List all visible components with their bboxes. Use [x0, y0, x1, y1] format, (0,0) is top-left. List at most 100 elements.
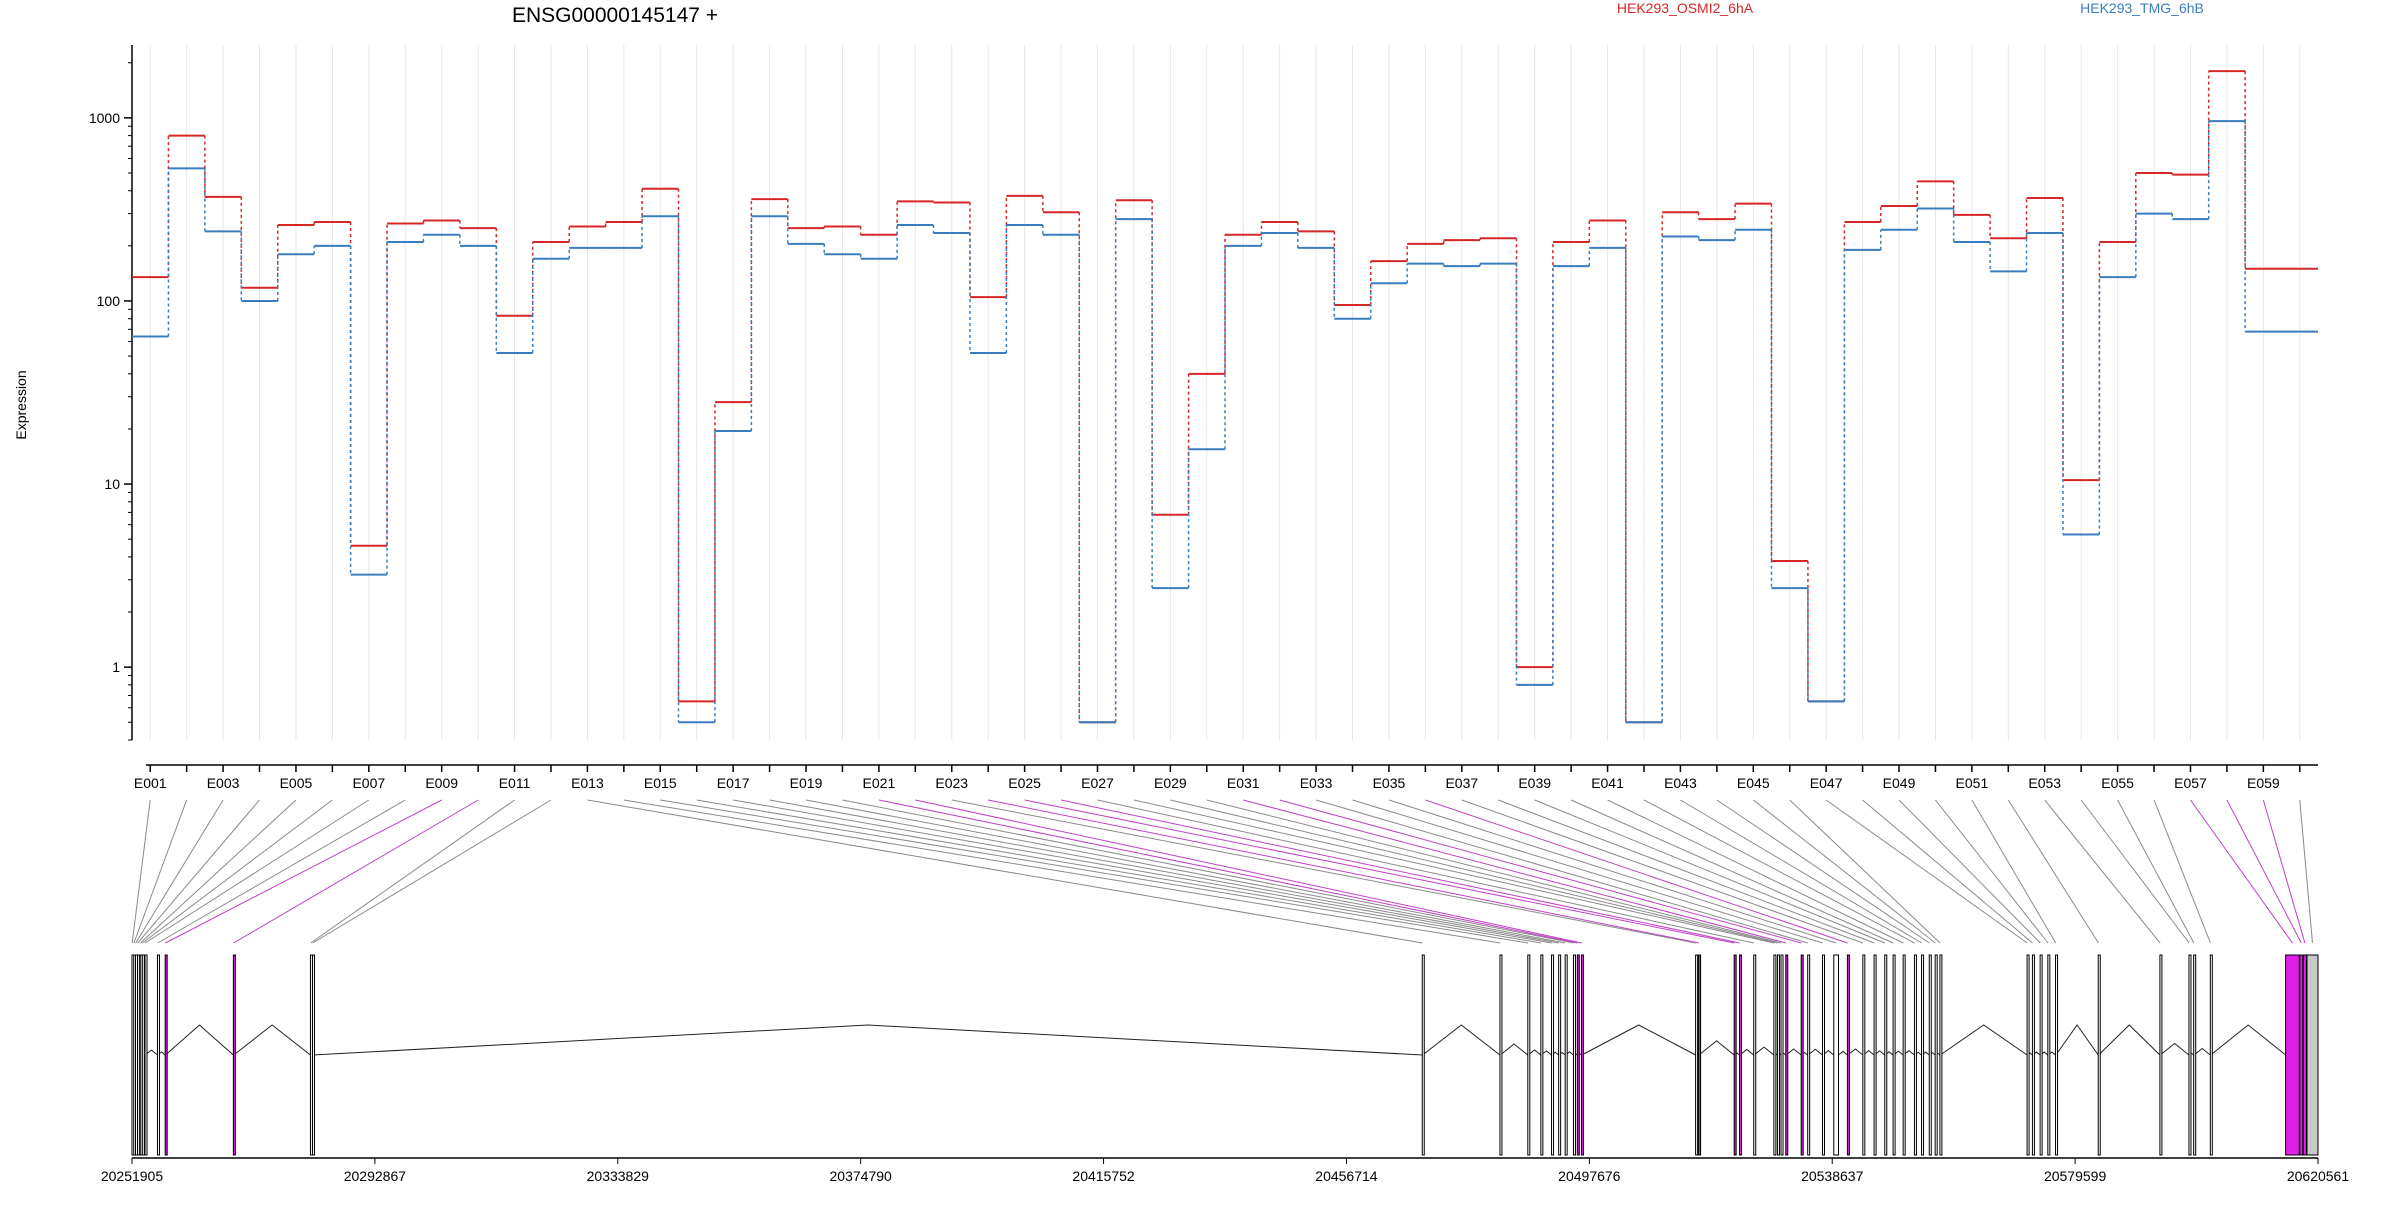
genomic-tick-label: 20251905	[101, 1168, 164, 1184]
exon-connector	[951, 799, 1696, 944]
exon-connector	[2262, 799, 2306, 944]
exon-connector	[165, 799, 442, 944]
intron	[233, 1024, 311, 1056]
x-axis: E001 E003 E005 E007 E009 E011 E013 E015 E017 E019…	[134, 764, 2318, 791]
intron	[2055, 1024, 2099, 1056]
exon-connector	[769, 799, 1559, 944]
exon-connector	[1352, 799, 1823, 944]
exon-block	[1807, 954, 1811, 1156]
exon-connector	[2007, 799, 2099, 944]
exon-block	[2188, 954, 2192, 1156]
exon-block	[1576, 954, 1580, 1156]
exon-block	[1421, 954, 1425, 1156]
exon-block	[1928, 954, 1932, 1156]
intron	[2098, 1024, 2161, 1056]
exon-connector	[131, 799, 151, 944]
exon-block	[1846, 954, 1850, 1156]
exon-block	[2209, 954, 2213, 1156]
x-tick-label: E013	[571, 775, 604, 791]
x-tick-label: E029	[1154, 775, 1187, 791]
exon-block	[141, 954, 145, 1156]
exon-connector	[2226, 799, 2302, 944]
exon-block	[312, 954, 316, 1156]
exon-connector	[137, 799, 260, 944]
exon-block	[2302, 954, 2307, 1156]
x-tick-label: E025	[1008, 775, 1041, 791]
x-tick-label: E049	[1883, 775, 1916, 791]
y-tick-label: 100	[97, 293, 121, 309]
exon-connector	[915, 799, 1582, 944]
x-tick-label: E047	[1810, 775, 1843, 791]
exon-connector	[1570, 799, 1894, 944]
exon-connector	[1935, 799, 2049, 944]
exon-block	[1822, 954, 1826, 1156]
exon-connectors	[131, 799, 2313, 944]
y-axis: 1 10 100 1000	[89, 45, 133, 741]
exon-connector	[1170, 799, 1778, 944]
exon-block	[1913, 954, 1917, 1156]
exon-connector	[2117, 799, 2195, 944]
intron	[1847, 1048, 1864, 1056]
exon-connector	[988, 799, 1699, 944]
x-tick-label: E011	[499, 775, 531, 791]
x-tick-label: E053	[2028, 775, 2061, 791]
exon-connector	[2153, 799, 2211, 944]
x-tick-label: E045	[1737, 775, 1770, 791]
y-tick-label: 1000	[89, 110, 120, 126]
intron	[2193, 1047, 2211, 1056]
exon-connector	[1534, 799, 1886, 944]
exon-block	[1892, 954, 1896, 1156]
exon-connector	[1680, 799, 1922, 944]
exon-connector	[1097, 799, 1755, 944]
x-tick-label: E057	[2174, 775, 2207, 791]
exon-connector	[1024, 799, 1735, 944]
exon-block	[1773, 954, 1777, 1156]
exon-connector	[660, 799, 1529, 944]
exon-connector	[1425, 799, 1848, 944]
exon-connector	[696, 799, 1542, 944]
exon-connector	[1279, 799, 1802, 944]
genomic-tick-label: 20579599	[2044, 1168, 2107, 1184]
exon-connector	[312, 799, 552, 944]
exon-block	[1698, 954, 1702, 1156]
exon-block	[2193, 954, 2197, 1156]
exon-block	[144, 954, 148, 1156]
exon-block	[1800, 954, 1804, 1156]
exon-block	[232, 954, 236, 1156]
exon-block	[1785, 954, 1789, 1156]
x-tick-label: E035	[1373, 775, 1406, 791]
exon-block	[1527, 954, 1531, 1156]
exon-connector	[157, 799, 406, 944]
exon-connector	[1133, 799, 1775, 944]
genomic-tick-label: 20292867	[344, 1168, 407, 1184]
exon-block	[1921, 954, 1925, 1156]
exon-connector	[1825, 799, 2028, 944]
exon-connector	[1716, 799, 1930, 944]
x-tick-label: E005	[280, 775, 313, 791]
exon-block	[156, 954, 160, 1156]
y-tick-label: 10	[104, 476, 120, 492]
exon-connector	[233, 799, 479, 944]
exon-connector	[1607, 799, 1904, 944]
exon-connector	[842, 799, 1574, 944]
intron	[1739, 1048, 1755, 1056]
exon-block	[1580, 954, 1584, 1156]
exon-connector	[1243, 799, 1787, 944]
x-tick-label: E001	[134, 775, 167, 791]
exon-block	[1780, 954, 1784, 1156]
exon-connector	[1643, 799, 1915, 944]
genomic-axis: 20251905 20292867 20333829 20374790 20415752…	[101, 1157, 2350, 1184]
exon-block	[2097, 954, 2101, 1156]
genomic-tick-label: 20538637	[1801, 1168, 1864, 1184]
exon-block	[1753, 954, 1757, 1156]
genomic-tick-label: 20620561	[2287, 1168, 2350, 1184]
exon-block	[2306, 954, 2319, 1156]
exon-connector	[1752, 799, 1936, 944]
exon-block	[1902, 954, 1906, 1156]
exon-block	[1551, 954, 1555, 1156]
y-axis-label: Expression	[13, 370, 29, 439]
exon-block	[1738, 954, 1742, 1156]
exon-connector	[2080, 799, 2190, 944]
x-tick-label: E009	[425, 775, 458, 791]
exon-connector	[310, 799, 515, 944]
